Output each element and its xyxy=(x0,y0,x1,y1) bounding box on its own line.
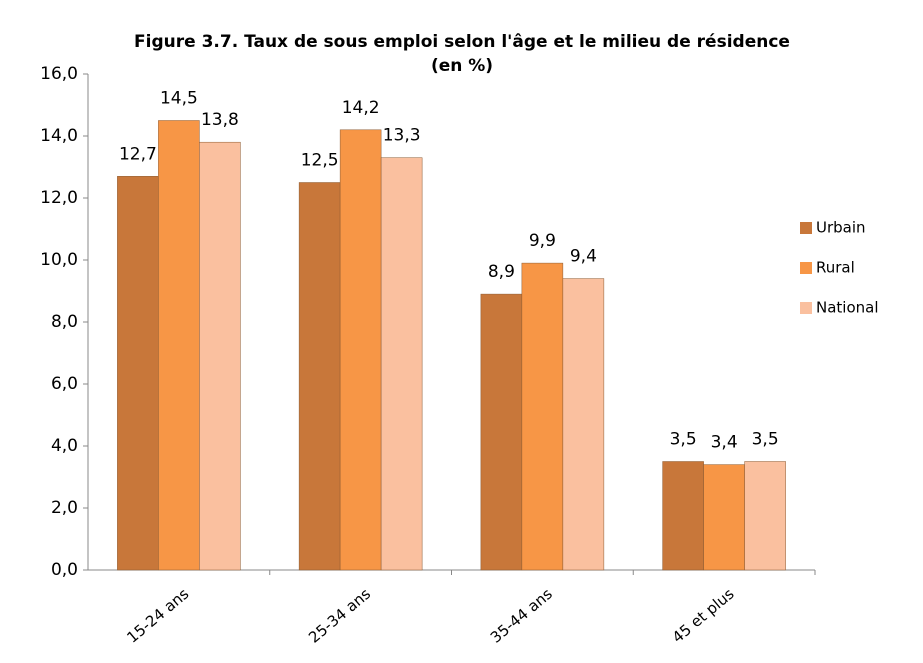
legend-label: Urbain xyxy=(816,219,866,237)
y-tick-label: 14,0 xyxy=(40,126,78,146)
value-label: 14,2 xyxy=(342,98,380,118)
y-tick-label: 10,0 xyxy=(40,250,78,270)
bar xyxy=(662,461,704,571)
legend-swatch xyxy=(800,222,812,234)
value-label: 13,8 xyxy=(201,110,239,130)
bar xyxy=(298,182,341,571)
bar xyxy=(703,464,745,571)
x-tick-label: 25-34 ans xyxy=(305,585,374,647)
bar xyxy=(562,278,605,571)
chart-title: (en %) xyxy=(431,56,493,76)
y-tick-label: 6,0 xyxy=(51,374,78,394)
legend-label: Rural xyxy=(816,259,855,277)
value-label: 3,5 xyxy=(752,430,779,450)
y-tick-label: 0,0 xyxy=(51,560,78,580)
chart-title: Figure 3.7. Taux de sous emploi selon l'… xyxy=(134,32,790,52)
y-tick-label: 4,0 xyxy=(51,436,78,456)
y-tick-label: 16,0 xyxy=(40,64,78,84)
bar xyxy=(158,120,200,571)
bar xyxy=(744,461,786,571)
value-label: 13,3 xyxy=(383,126,421,146)
y-tick-label: 8,0 xyxy=(51,312,78,332)
value-label: 3,5 xyxy=(670,430,697,450)
bar xyxy=(339,129,382,571)
bar xyxy=(521,262,564,571)
legend-label: National xyxy=(816,299,879,317)
value-label: 14,5 xyxy=(160,89,198,109)
value-label: 3,4 xyxy=(711,433,738,453)
bar xyxy=(480,293,523,571)
x-tick-label: 15-24 ans xyxy=(123,585,192,647)
bar xyxy=(117,176,159,571)
value-label: 9,4 xyxy=(570,247,597,267)
legend-swatch xyxy=(800,262,812,274)
value-label: 8,9 xyxy=(488,262,515,282)
bar xyxy=(199,141,241,571)
value-label: 12,5 xyxy=(301,151,339,171)
value-label: 9,9 xyxy=(529,231,556,251)
bar xyxy=(380,157,423,571)
legend-swatch xyxy=(800,302,812,314)
x-tick-label: 35-44 ans xyxy=(487,585,556,647)
y-tick-label: 2,0 xyxy=(51,498,78,518)
x-tick-label: 45 et plus xyxy=(669,585,738,647)
y-tick-label: 12,0 xyxy=(40,188,78,208)
value-label: 12,7 xyxy=(119,144,157,164)
